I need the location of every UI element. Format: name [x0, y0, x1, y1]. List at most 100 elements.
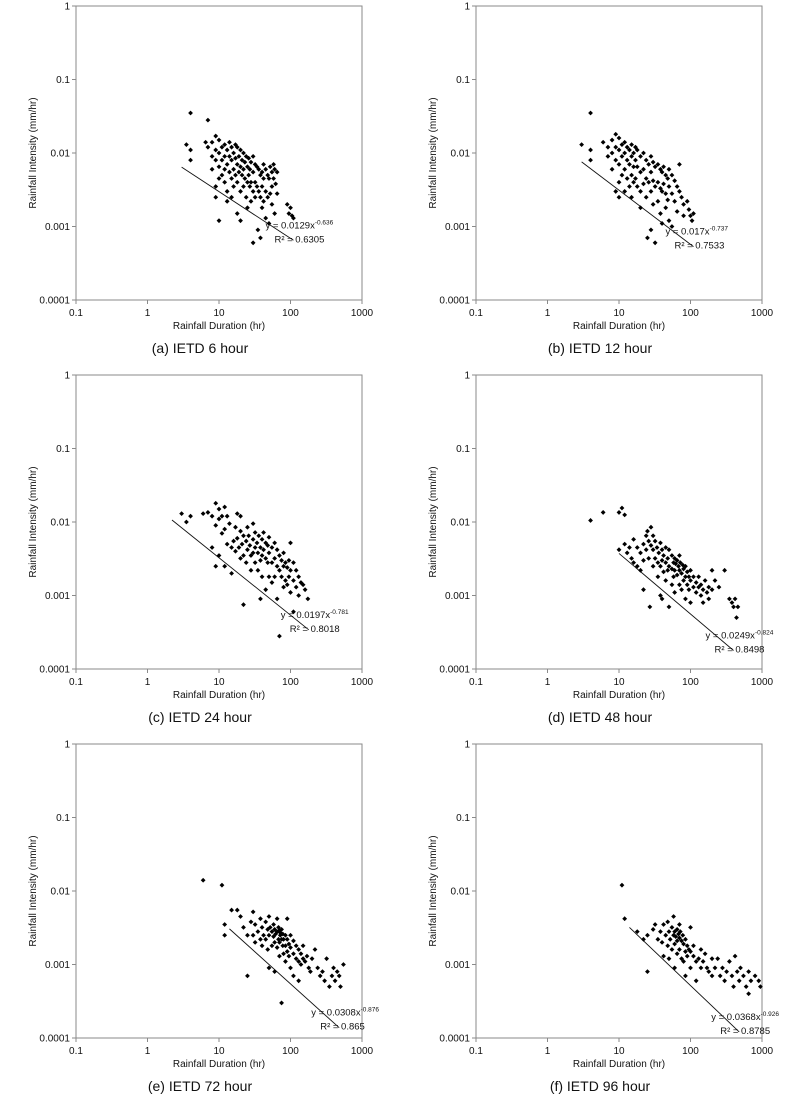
data-point: [712, 965, 718, 971]
data-point: [689, 218, 695, 224]
data-point: [706, 969, 712, 975]
data-point: [283, 959, 288, 964]
data-point: [269, 580, 275, 585]
data-point: [643, 157, 649, 163]
y-axis-label: Rainfall Intensity (mm/hr): [428, 466, 439, 577]
data-point: [234, 211, 240, 216]
data-point: [254, 540, 260, 546]
data-point: [613, 157, 619, 163]
data-point: [734, 969, 740, 975]
data-point: [248, 567, 254, 573]
data-point: [241, 166, 246, 172]
trend-r2: R² = 0.6305: [274, 234, 324, 245]
data-point: [243, 538, 249, 544]
data-point: [266, 550, 272, 556]
data-point: [263, 189, 269, 194]
y-tick-label: 1: [464, 2, 470, 13]
data-point: [259, 184, 265, 189]
data-point: [650, 533, 656, 539]
data-point: [265, 543, 271, 548]
data-point: [669, 553, 675, 558]
data-point: [619, 172, 625, 178]
data-point: [600, 139, 606, 145]
data-point: [286, 211, 292, 216]
y-tick-label: 0.001: [445, 960, 470, 971]
data-point: [631, 179, 636, 185]
data-point: [250, 189, 256, 194]
data-point: [302, 959, 308, 964]
data-point: [731, 604, 736, 610]
data-point: [638, 550, 643, 556]
data-point: [238, 218, 243, 224]
data-point: [336, 973, 342, 979]
data-point: [238, 147, 243, 153]
data-point: [269, 169, 275, 175]
data-point: [702, 951, 708, 957]
data-point: [666, 929, 672, 935]
data-point: [619, 505, 625, 511]
data-point: [643, 194, 649, 200]
data-point: [269, 929, 275, 935]
trend-r2: R² = 0.8785: [720, 1026, 770, 1037]
data-point: [666, 604, 672, 610]
data-point: [222, 563, 228, 569]
data-point: [645, 528, 650, 534]
data-point: [677, 553, 682, 558]
data-point: [213, 157, 219, 163]
data-point: [281, 550, 286, 556]
data-point: [279, 1000, 284, 1006]
data-point: [686, 587, 692, 593]
data-point: [250, 240, 256, 246]
data-point: [263, 215, 269, 221]
data-point: [650, 178, 656, 184]
data-point: [688, 600, 693, 606]
data-point: [250, 521, 256, 527]
x-tick-label: 1000: [751, 1046, 774, 1057]
data-point: [681, 578, 686, 583]
data-point: [627, 184, 632, 189]
data-point: [579, 142, 585, 148]
data-point: [274, 596, 280, 602]
data-point: [666, 166, 672, 172]
data-point: [693, 978, 699, 984]
x-axis-label: Rainfall Duration (hr): [573, 1059, 665, 1070]
data-point: [205, 510, 211, 515]
data-point: [234, 179, 240, 185]
plot-frame: [75, 743, 363, 1039]
data-point: [245, 164, 250, 170]
data-point: [247, 543, 253, 548]
data-point: [288, 932, 293, 938]
data-point: [634, 164, 640, 170]
panel-b: 0.1 1 10 100 1000 0.0001 0.001 0.01 0.1 1 Rainfall…: [400, 0, 800, 369]
data-point: [686, 574, 692, 580]
data-point: [265, 947, 271, 952]
data-point: [613, 189, 619, 194]
data-point: [309, 956, 315, 962]
data-point: [648, 169, 654, 175]
data-point: [609, 166, 615, 172]
data-point: [227, 169, 232, 175]
data-point: [219, 157, 225, 163]
data-point: [252, 560, 258, 566]
trendline: [229, 928, 340, 1029]
data-point: [643, 176, 649, 181]
data-point: [209, 166, 215, 172]
data-point: [219, 882, 225, 888]
data-point: [650, 201, 656, 207]
data-point: [732, 953, 738, 959]
data-point: [669, 947, 675, 952]
data-point: [681, 201, 686, 207]
data-point: [236, 153, 242, 159]
scatter-plot-f: 0.1 1 10 100 1000 0.0001 0.001 0.01 0.1 1 Rainfall…: [428, 740, 779, 1071]
data-point: [677, 161, 682, 167]
data-point: [622, 189, 628, 194]
data-point: [688, 949, 693, 954]
data-point: [706, 596, 712, 602]
data-point: [241, 924, 246, 930]
data-point: [306, 965, 312, 971]
y-axis-label: Rainfall Intensity (mm/hr): [28, 466, 39, 577]
data-point: [706, 584, 712, 590]
data-point: [245, 524, 250, 530]
data-point: [216, 506, 222, 512]
data-point: [663, 560, 669, 566]
